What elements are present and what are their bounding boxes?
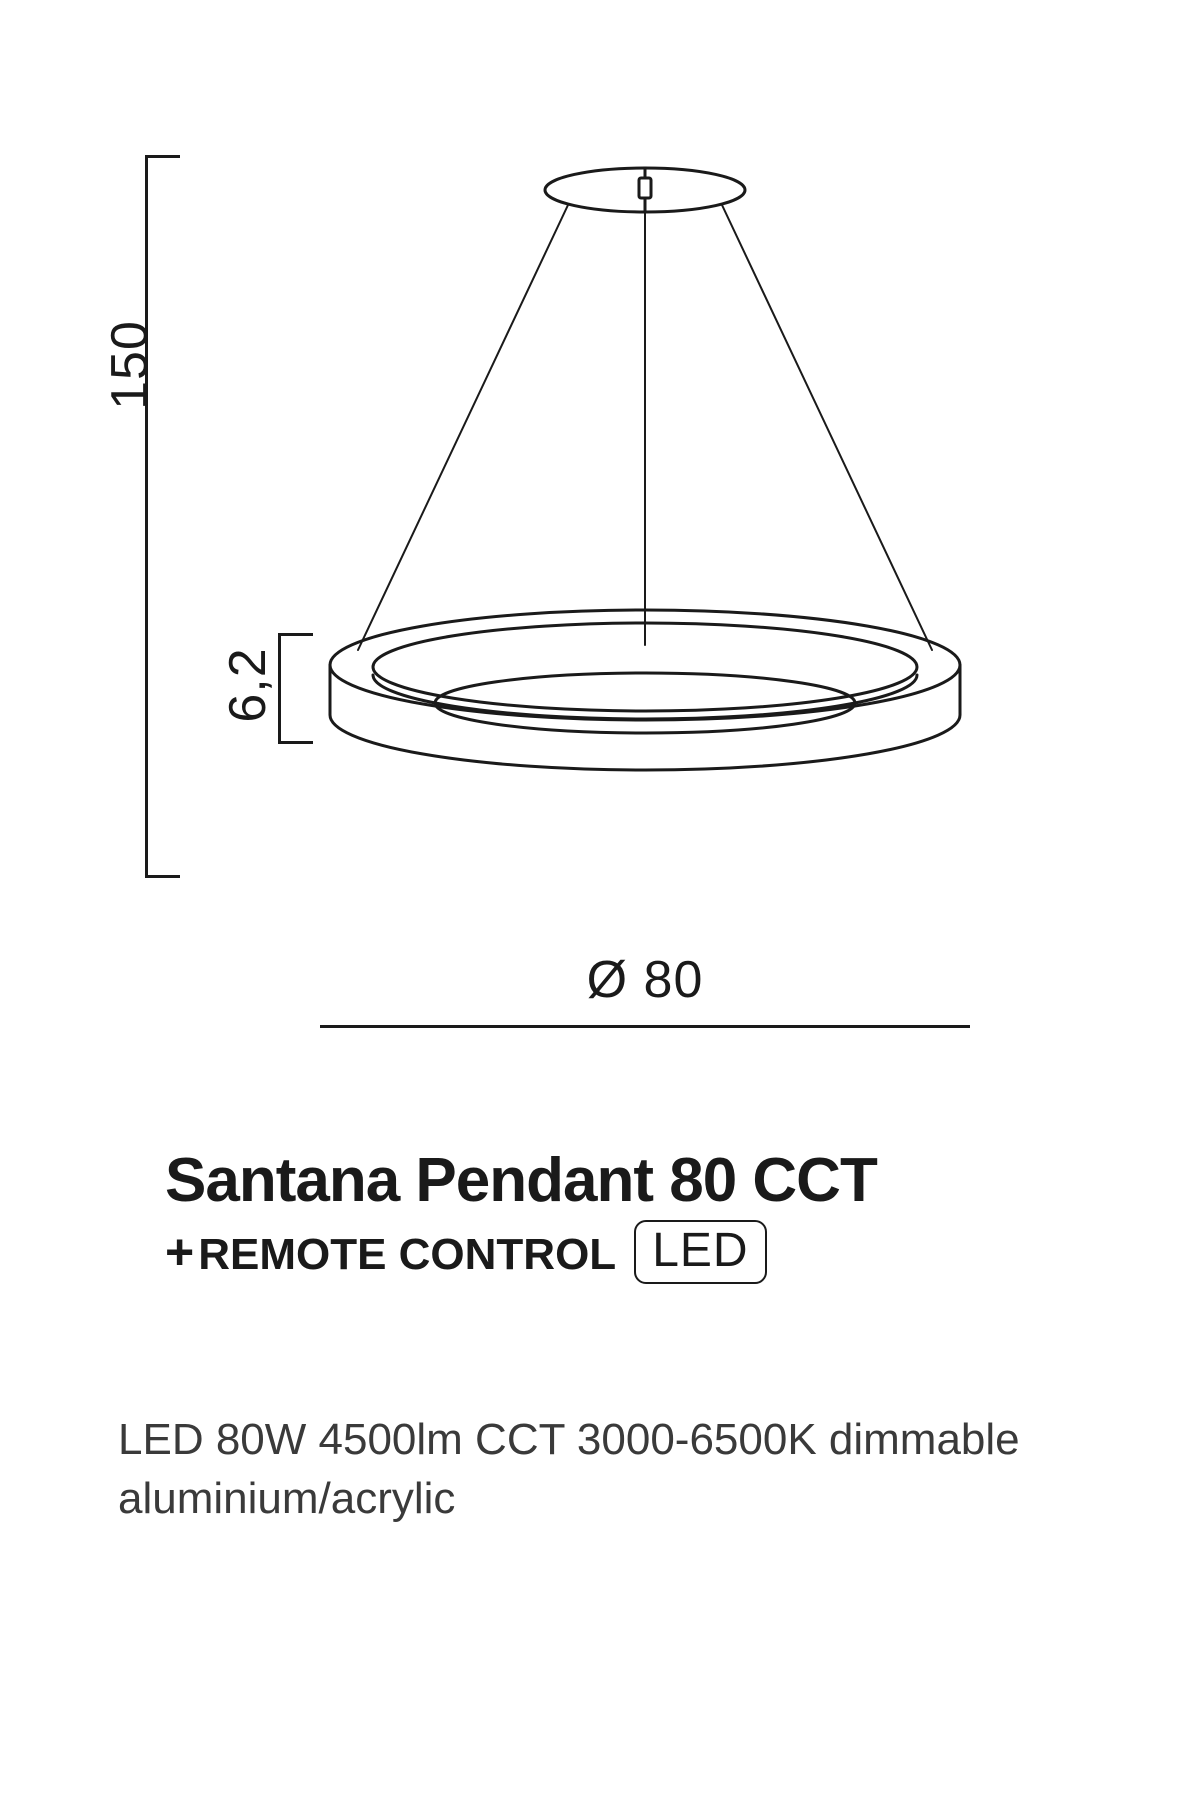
dim-tick — [278, 741, 313, 744]
dim-label-total-height: 150 — [100, 285, 160, 445]
product-name: Santana Pendant 80 CCT — [165, 1145, 1065, 1216]
spec-line-1: LED 80W 4500lm CCT 3000-6500K dimmable — [118, 1410, 1078, 1469]
dim-line-diameter — [320, 1025, 970, 1028]
dim-tick — [145, 155, 180, 158]
dim-tick — [278, 633, 313, 636]
product-subtitle-row: +REMOTE CONTROL LED — [165, 1220, 1065, 1284]
dim-label-diameter: Ø 80 — [320, 950, 970, 1010]
dimension-drawing: 150 6,2 Ø 80 — [120, 155, 1080, 935]
pendant-lamp-drawing — [320, 155, 970, 775]
product-spec-sheet: 150 6,2 Ø 80 — [0, 0, 1200, 1800]
led-badge: LED — [634, 1220, 766, 1284]
dim-tick — [145, 875, 180, 878]
dim-line-total-height — [145, 155, 148, 875]
subtitle-text: +REMOTE CONTROL — [165, 1223, 616, 1281]
dim-line-ring-height — [278, 633, 281, 741]
product-title-block: Santana Pendant 80 CCT +REMOTE CONTROL L… — [165, 1145, 1065, 1284]
plus-icon: + — [165, 1224, 194, 1280]
dim-label-ring-height: 6,2 — [218, 615, 278, 755]
spec-line-2: aluminium/acrylic — [118, 1469, 1078, 1528]
product-specs: LED 80W 4500lm CCT 3000-6500K dimmable a… — [118, 1410, 1078, 1529]
remote-control-label: REMOTE CONTROL — [198, 1230, 616, 1279]
